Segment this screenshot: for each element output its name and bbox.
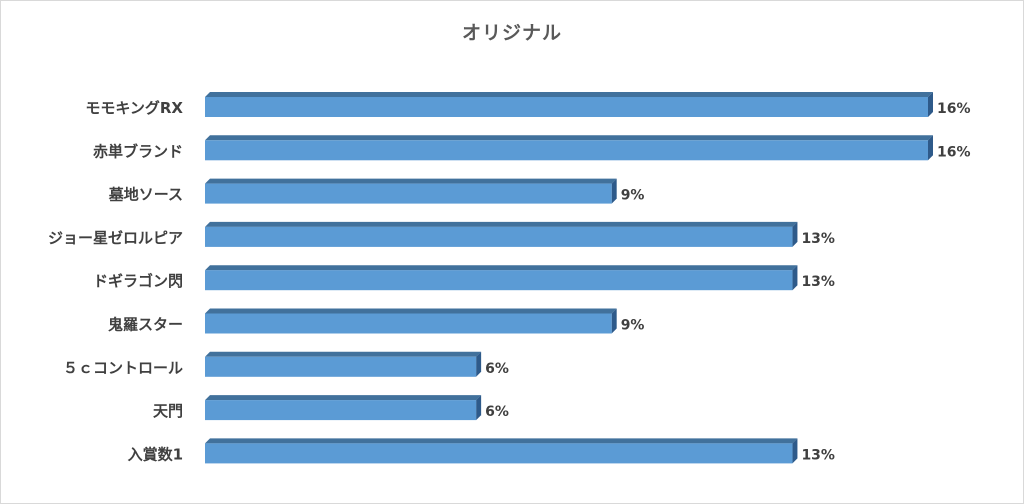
data-label: 9% (621, 188, 645, 204)
bar-top-face (205, 395, 482, 401)
bar-side-face (476, 395, 482, 421)
category-label: ５ｃコントロール (63, 359, 183, 377)
bar-top-face (205, 308, 617, 314)
bar-group: 赤単ブランド 16% (93, 135, 971, 161)
bar (205, 400, 477, 421)
bar (205, 356, 477, 377)
bar-group: 入賞数1 13% (128, 438, 835, 464)
bar-group: 鬼羅スター 9% (108, 308, 645, 334)
bar (205, 226, 793, 247)
bar-side-face (611, 308, 617, 334)
category-label: ジョー星ゼロルピア (48, 229, 183, 247)
bar (205, 97, 928, 117)
bar-group: ５ｃコントロール 6% (63, 351, 509, 377)
bar-side-face (928, 92, 933, 117)
bar-top-face (205, 265, 798, 271)
bar-top-face (205, 92, 933, 97)
bar (205, 313, 612, 334)
bar-top-face (205, 178, 617, 184)
bar-group: 天門 6% (153, 395, 509, 421)
bar-side-face (476, 351, 482, 377)
bar (205, 270, 793, 291)
data-label: 9% (621, 318, 645, 334)
bar-top-face (205, 221, 798, 227)
bar-top-face (205, 438, 798, 444)
bar-side-face (792, 438, 798, 464)
bar-group: ドギラゴン閃 13% (93, 265, 835, 291)
bar-side-face (928, 135, 933, 161)
bar-group: ジョー星ゼロルピア 13% (48, 221, 835, 247)
data-label: 13% (801, 231, 835, 247)
data-label: 16% (937, 144, 971, 160)
category-label: 墓地ソース (108, 186, 183, 204)
category-label: ドギラゴン閃 (93, 272, 183, 290)
bar-top-face (205, 135, 933, 141)
category-label: モモキングRX (85, 99, 183, 117)
bar (205, 443, 793, 464)
bar-group: モモキングRX 16% (85, 92, 971, 117)
category-label: 赤単ブランド (93, 142, 183, 160)
bar (205, 183, 612, 204)
bar-side-face (611, 178, 617, 204)
bar-group: 墓地ソース 9% (108, 178, 645, 204)
bar-top-face (205, 351, 482, 357)
bar-side-face (792, 221, 798, 247)
data-label: 13% (801, 447, 835, 463)
data-label: 6% (485, 361, 509, 377)
category-label: 鬼羅スター (108, 316, 183, 334)
category-label: 天門 (153, 402, 183, 420)
bar-side-face (792, 265, 798, 291)
chart-title: オリジナル (461, 22, 562, 44)
bar (205, 140, 928, 161)
data-label: 6% (485, 404, 509, 420)
data-label: 13% (801, 274, 835, 290)
category-label: 入賞数1 (128, 445, 183, 463)
data-label: 16% (937, 101, 971, 117)
